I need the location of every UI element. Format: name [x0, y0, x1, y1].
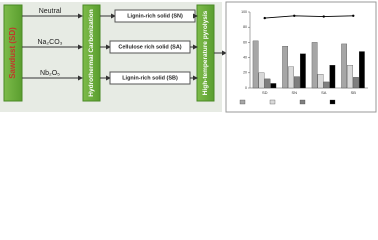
- condition-label: Neutral: [39, 8, 62, 15]
- bar: [252, 40, 259, 89]
- line-point: [293, 14, 296, 17]
- x-tick-label: SN: [291, 90, 297, 95]
- y-tick-label: 100: [241, 10, 247, 14]
- bar: [282, 46, 289, 89]
- bar: [341, 43, 348, 89]
- legend-swatch: [269, 99, 276, 105]
- bar: [270, 83, 277, 89]
- line-series: [264, 15, 354, 19]
- y-tick-label: 80: [243, 25, 247, 29]
- y-tick-label: 40: [243, 56, 247, 60]
- y-tick-label: 20: [243, 71, 247, 75]
- diagram: Sawdust (SD) Hydrothermal Carbonization …: [0, 0, 378, 114]
- y-tick-label: 0: [245, 86, 247, 90]
- y-tick-label: 60: [243, 40, 247, 44]
- x-tick-label: SD: [262, 90, 268, 95]
- bar: [358, 51, 365, 89]
- line-point: [263, 16, 266, 20]
- bar: [294, 76, 300, 89]
- process-label: High-temperature pyrolysis: [202, 10, 209, 95]
- source-box: [3, 4, 23, 102]
- line-point: [352, 14, 355, 17]
- condition-label: Nb₂O₅: [40, 70, 60, 77]
- x-tick-label: SA: [321, 90, 327, 95]
- bar: [264, 78, 271, 89]
- source-label: Sawdust (SD): [8, 27, 17, 79]
- legend-swatch: [299, 99, 306, 105]
- bar: [258, 72, 265, 89]
- product-label: Lignin-rich solid (SN): [127, 13, 183, 19]
- product-label: Cellulose rich solid (SA): [118, 44, 181, 50]
- bar: [329, 65, 336, 89]
- legend-swatch: [239, 99, 246, 105]
- legend-swatch: [329, 99, 336, 105]
- bar: [323, 81, 330, 89]
- line-point: [322, 15, 325, 18]
- product-label: Lignin-rich solid (SB): [122, 75, 178, 81]
- bar: [317, 74, 324, 89]
- x-tick-label: SB: [351, 90, 357, 95]
- process-label: Hydrothermal Carbonization: [88, 9, 95, 96]
- bar: [299, 53, 306, 89]
- bar: [311, 42, 318, 89]
- process-box: [82, 4, 101, 102]
- bar: [353, 77, 359, 89]
- bar: [288, 66, 294, 89]
- bar: [347, 65, 353, 89]
- condition-label: Na₂CO₃: [37, 39, 62, 46]
